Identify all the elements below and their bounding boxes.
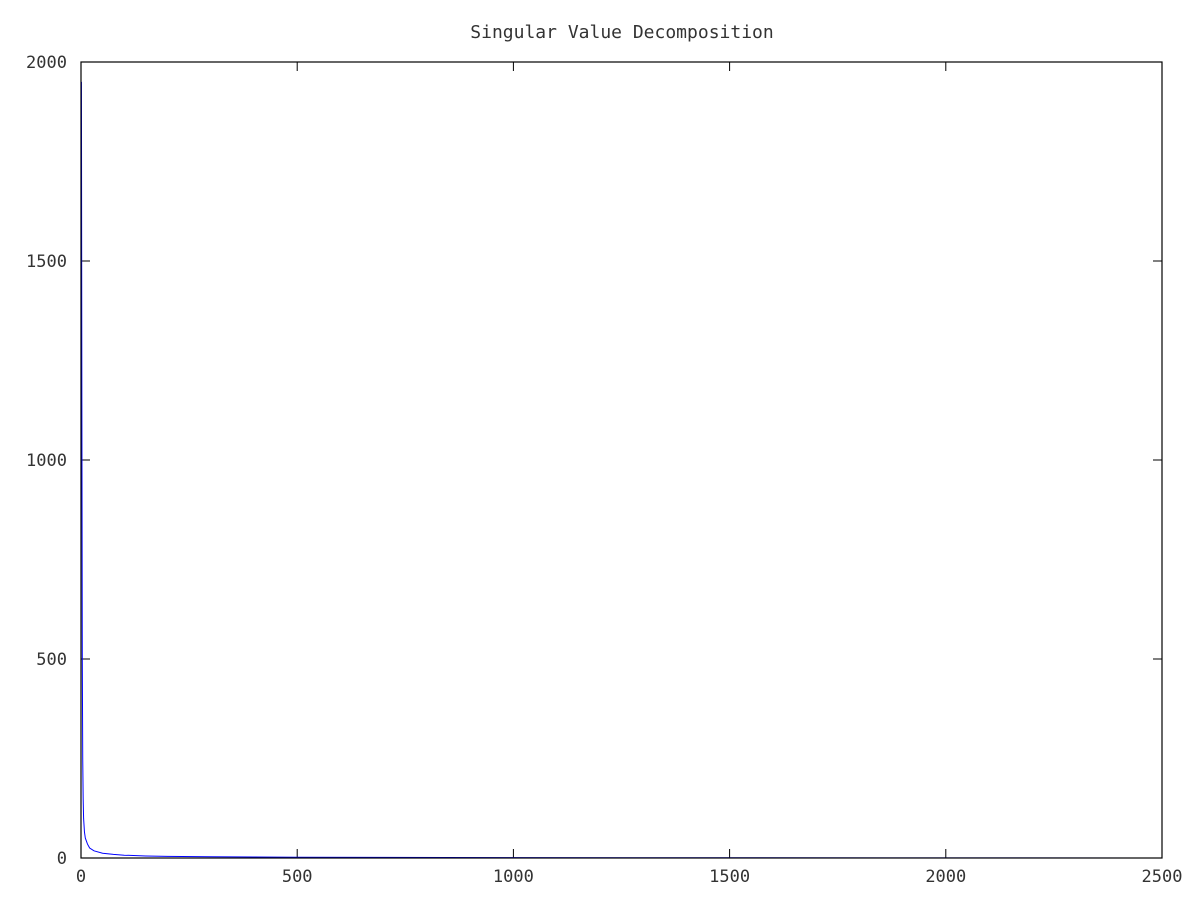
x-tick-label: 500 <box>282 867 313 887</box>
y-tick-label: 0 <box>57 849 67 869</box>
y-tick-label: 1000 <box>26 451 67 471</box>
x-tick-label: 0 <box>76 867 86 887</box>
series-line <box>80 81 1163 859</box>
plot-frame <box>80 61 1163 859</box>
x-tick-label: 1500 <box>709 867 750 887</box>
y-tick-label: 500 <box>36 650 67 670</box>
x-tick-label: 2500 <box>1142 867 1183 887</box>
y-tick-label: 2000 <box>26 53 67 73</box>
x-tick-label: 2000 <box>925 867 966 887</box>
axis-ticks <box>80 61 1163 859</box>
x-tick-label: 1000 <box>493 867 534 887</box>
chart-title: Singular Value Decomposition <box>470 22 773 43</box>
series-layer <box>80 81 1163 859</box>
y-tick-label: 1500 <box>26 252 67 272</box>
tick-labels: 0 500 1000 1500 2000 2500 0 500 1000 1500 2000 <box>26 53 1182 887</box>
